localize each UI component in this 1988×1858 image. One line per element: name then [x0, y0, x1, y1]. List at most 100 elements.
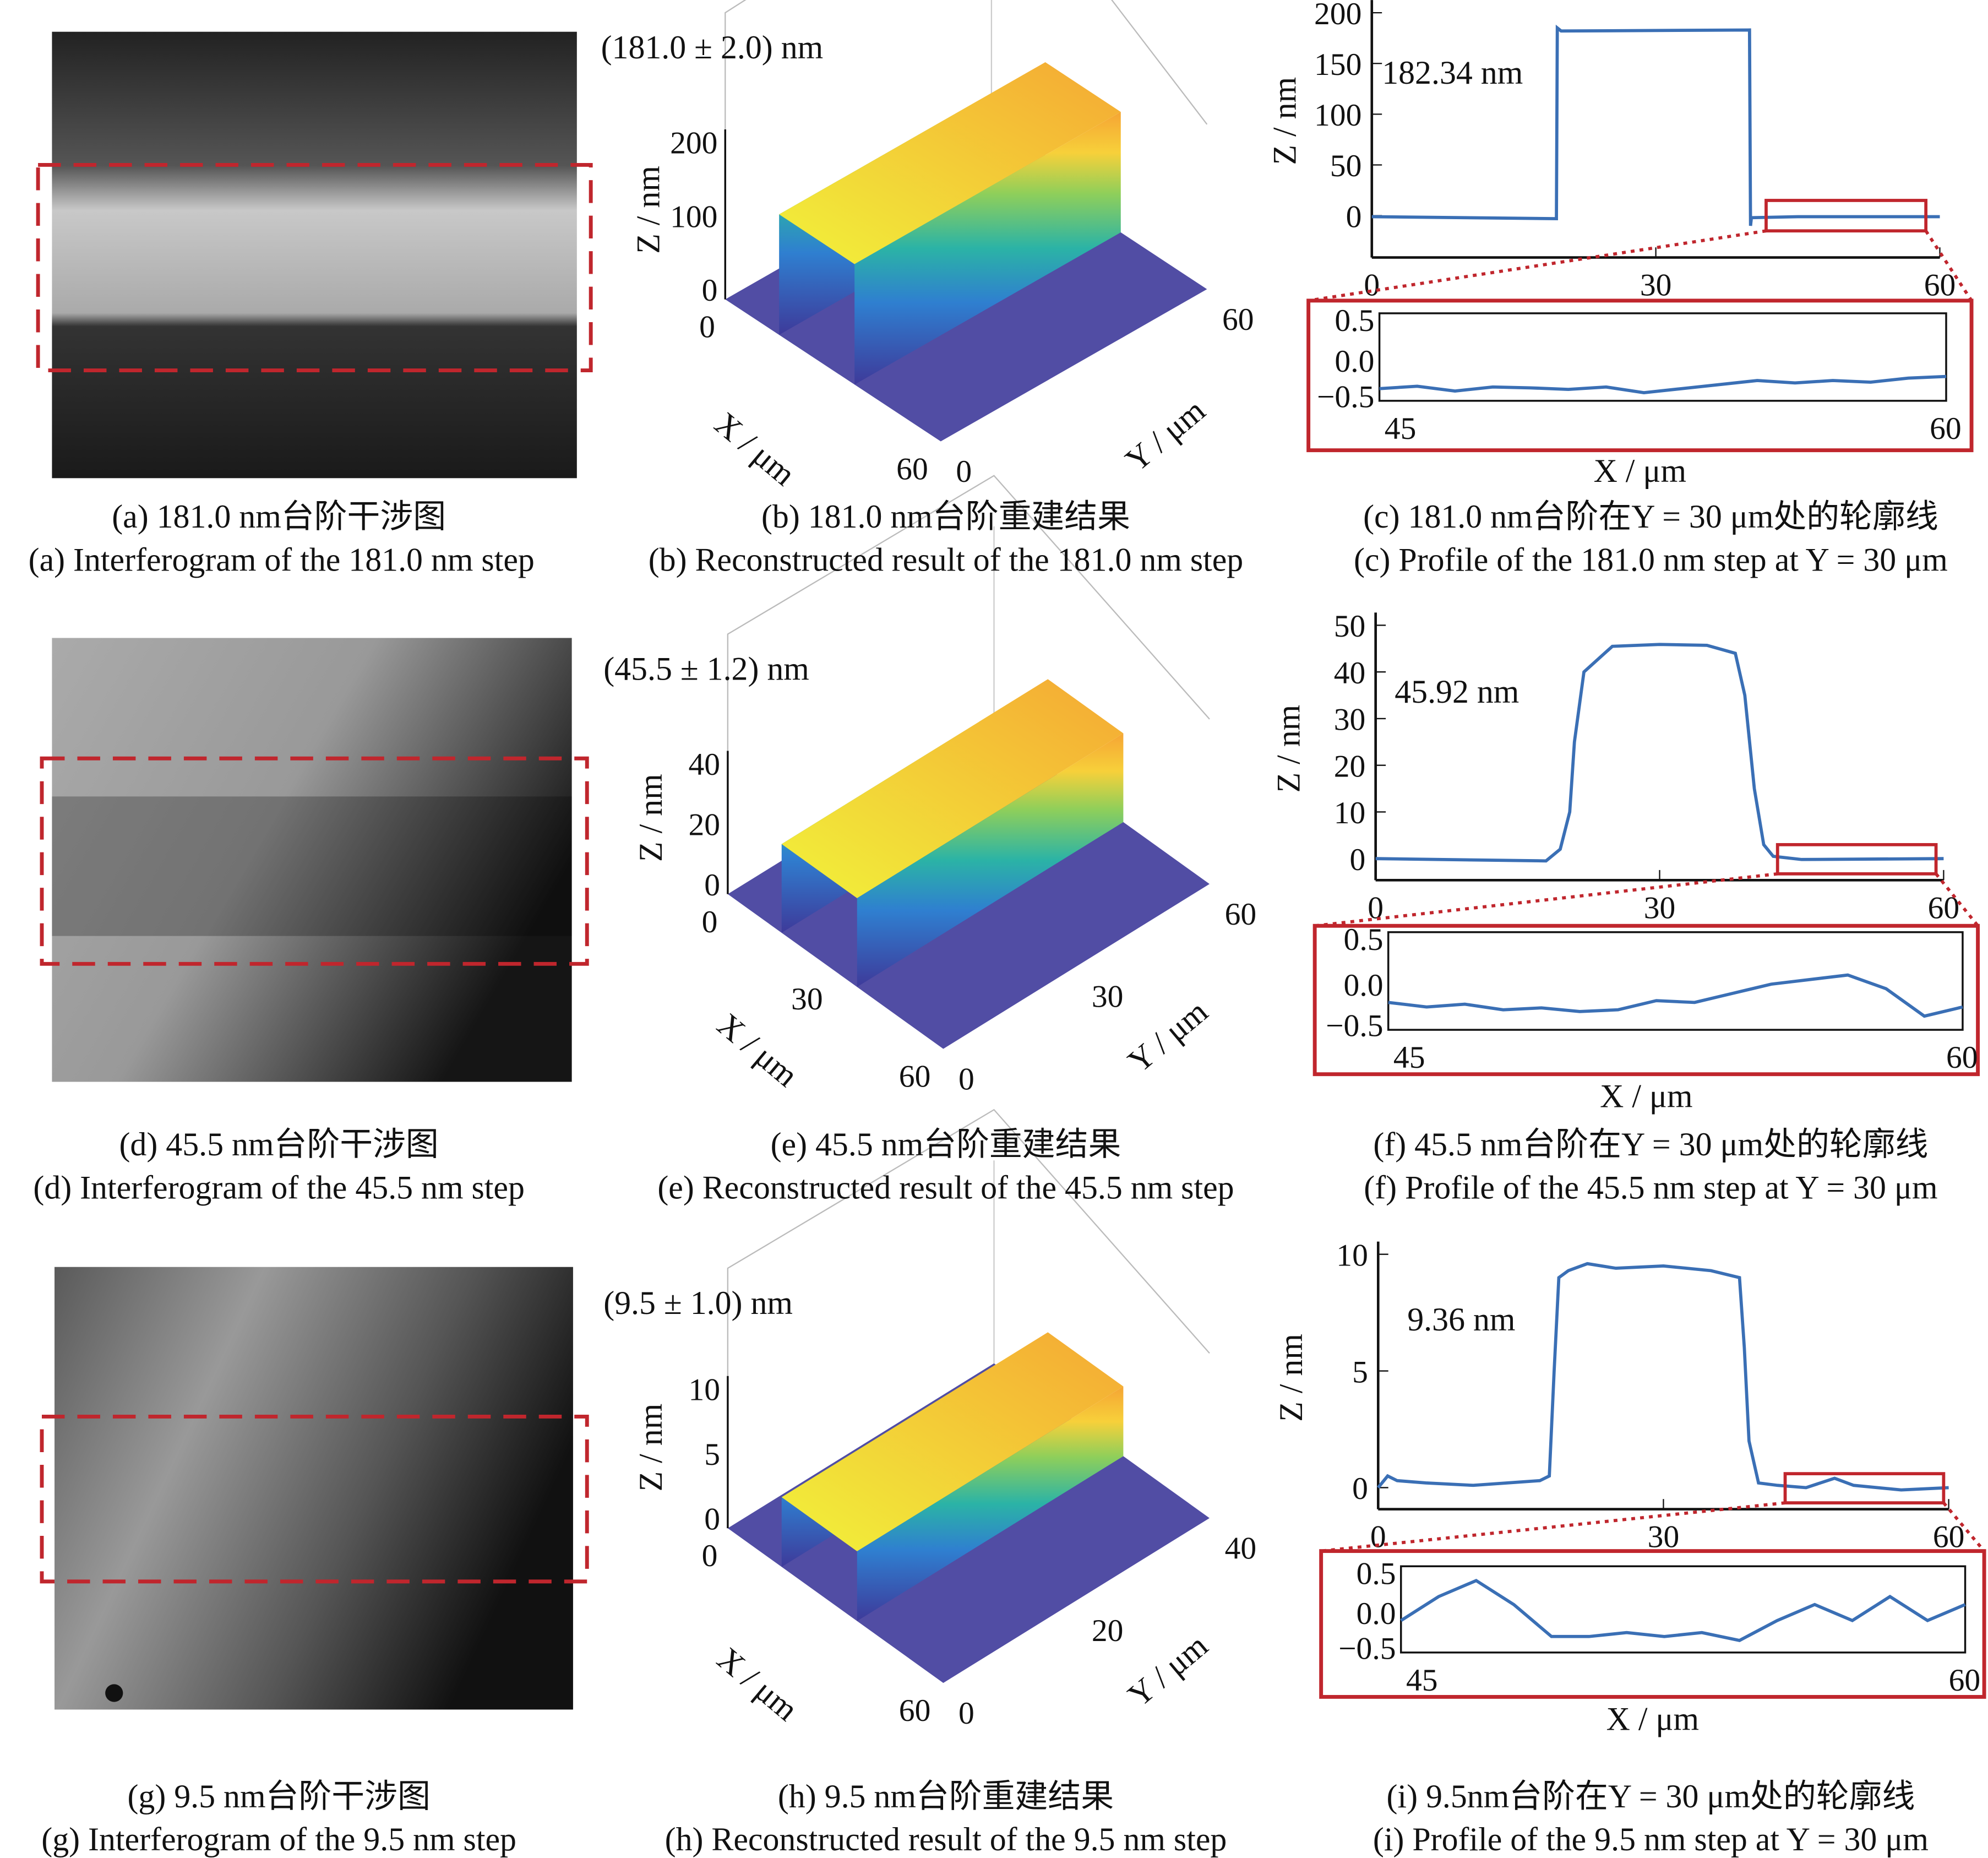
y-tick-label: 50 [1334, 609, 1366, 644]
y-tick-label: 5 [1352, 1355, 1368, 1389]
profile-plot-i: 10 5 00 30 60 Z / nm 9.36 nm 0.5 0.0−0.5 45 60 X / … [1273, 1238, 1986, 1737]
caption-e-en: (e) Reconstructed result of the 45.5 nm … [657, 1169, 1234, 1205]
x-axis-label: X / μm [1594, 453, 1686, 489]
z-tick-label: 40 [689, 747, 721, 782]
z-axis-label: Z / nm [630, 166, 667, 254]
y-tick-label: 200 [1314, 0, 1361, 31]
z-tick-label: 0 [702, 273, 718, 308]
x-tick-label: 0 [1364, 268, 1380, 303]
y-tick-label: 20 [1334, 749, 1366, 784]
caption-d-en: (d) Interferogram of the 45.5 nm step [33, 1169, 525, 1205]
y-axis-label: Y / μm [1121, 1627, 1214, 1714]
step-height-annotation: 182.34 nm [1382, 55, 1523, 91]
z-tick-label: 200 [670, 126, 717, 161]
y-tick-label: 50 [1330, 149, 1362, 183]
x-tick-label: 60 [1924, 268, 1956, 303]
caption-c-en: (c) Profile of the 181.0 nm step at Y = … [1354, 541, 1948, 578]
zoom-connector [1314, 872, 1778, 928]
y-tick-label: 30 [1334, 703, 1366, 737]
y-axis-label: Z / nm [1273, 1334, 1309, 1422]
caption-b-en: (b) Reconstructed result of the 181.0 nm… [649, 541, 1244, 578]
y-tick-label: 10 [1336, 1238, 1368, 1273]
profile-plot-c: 200 150 100 50 00 30 60 Z / nm 182.34 nm 0.5 0.0−0… [1267, 0, 1974, 489]
zoom-highlight-box [1775, 843, 1938, 876]
y-tick-label: 60 [1225, 897, 1257, 932]
zoom-highlight-box [1764, 199, 1928, 233]
zoom-highlight-box [1783, 1472, 1946, 1504]
inset-y-tick-label: −0.5 [1317, 379, 1374, 414]
step-height-annotation: 9.36 nm [1407, 1301, 1515, 1338]
z-tick-label: 0 [704, 868, 720, 903]
y-tick-label: 40 [1225, 1531, 1257, 1566]
inset-y-tick-label: 0.0 [1344, 968, 1384, 1003]
caption-f-cn: (f) 45.5 nm台阶在Y = 30 μm处的轮廓线 [1373, 1126, 1928, 1162]
y-tick-label: 60 [1222, 302, 1254, 337]
caption-g-cn: (g) 9.5 nm台阶干涉图 [127, 1778, 430, 1814]
zoom-connector [1935, 873, 1979, 927]
step-front-face [857, 733, 1124, 987]
caption-g-en: (g) Interferogram of the 9.5 nm step [41, 1821, 516, 1857]
x-tick-label: 30 [791, 982, 823, 1017]
z-axis-label: Z / nm [633, 1404, 669, 1492]
x-tick-label: 60 [896, 452, 928, 487]
x-tick-label: 30 [1648, 1520, 1680, 1555]
caption-e-cn: (e) 45.5 nm台阶重建结果 [771, 1126, 1121, 1162]
z-tick-label: 10 [689, 1373, 721, 1408]
step-top-face [781, 1332, 1124, 1552]
inset-y-tick-label: −0.5 [1326, 1009, 1383, 1044]
inset-axes [1400, 1565, 1967, 1654]
interferogram-image [52, 638, 572, 1082]
inset-x-tick-label: 45 [1406, 1663, 1438, 1698]
z-tick-label: 5 [704, 1437, 720, 1472]
step-top-face [781, 679, 1124, 899]
step-height-annotation: (45.5 ± 1.2) nm [603, 650, 809, 687]
y-axis-label: Y / μm [1119, 392, 1212, 479]
inset-x-tick-label: 60 [1949, 1663, 1981, 1698]
y-tick-label: 100 [1314, 98, 1361, 133]
x-axis-label: X / μm [710, 1640, 804, 1728]
step-height-annotation: 45.92 nm [1395, 673, 1519, 710]
x-axis-label: X / μm [710, 1006, 804, 1094]
y-tick-label: 0 [958, 1062, 974, 1096]
z-tick-label: 0 [704, 1502, 720, 1536]
inset-frame [1312, 923, 1980, 1077]
profile-line [1375, 643, 1944, 863]
zoom-connector [1308, 229, 1767, 302]
inset-frame [1306, 298, 1974, 453]
inset-y-tick-label: 0.0 [1335, 344, 1374, 379]
inset-y-tick-label: 0.0 [1357, 1596, 1396, 1631]
y-axis-label: Y / μm [1121, 993, 1214, 1079]
x-tick-label: 0 [702, 1539, 718, 1573]
inset-y-tick-label: 0.5 [1335, 303, 1374, 338]
inset-y-tick-label: 0.5 [1357, 1556, 1396, 1591]
inset-axes [1378, 312, 1947, 402]
profile-line [1377, 1262, 1949, 1492]
y-tick-label: 0 [1352, 1471, 1368, 1506]
inset-profile-line [1388, 973, 1963, 1018]
y-tick-label: 40 [1334, 656, 1366, 691]
step-front-face [854, 112, 1121, 385]
step-height-annotation: (9.5 ± 1.0) nm [603, 1285, 793, 1321]
inset-axes [1387, 931, 1964, 1031]
y-axis-label: Z / nm [1271, 705, 1307, 793]
caption-h-en: (h) Reconstructed result of the 9.5 nm s… [665, 1821, 1227, 1857]
caption-c-cn: (c) 181.0 nm台阶在Y = 30 μm处的轮廓线 [1363, 498, 1938, 535]
caption-i-cn: (i) 9.5nm台阶在Y = 30 μm处的轮廓线 [1387, 1778, 1915, 1814]
y-axis-label: Z / nm [1267, 77, 1303, 165]
x-tick-label: 60 [899, 1693, 931, 1728]
z-tick-label: 100 [670, 199, 717, 234]
x-tick-label: 0 [699, 310, 715, 345]
interferogram-d [40, 638, 589, 1082]
inset-x-tick-label: 60 [1946, 1040, 1978, 1075]
x-tick-label: 30 [1640, 268, 1672, 303]
caption-a-en: (a) Interferogram of the 181.0 nm step [29, 541, 535, 578]
inset-y-tick-label: −0.5 [1338, 1631, 1396, 1666]
zoom-connector [1321, 1501, 1785, 1553]
roi-dashed-box [40, 756, 589, 966]
surface-plot-e: 40 20 0 Z / nm 0 30 60 0 30 60 X / μm Y / μm (45.5 ±… [603, 475, 1257, 1096]
z-tick-label: 20 [689, 808, 721, 843]
caption-d-cn: (d) 45.5 nm台阶干涉图 [119, 1126, 439, 1162]
step-height-annotation: (181.0 ± 2.0) nm [601, 29, 824, 66]
